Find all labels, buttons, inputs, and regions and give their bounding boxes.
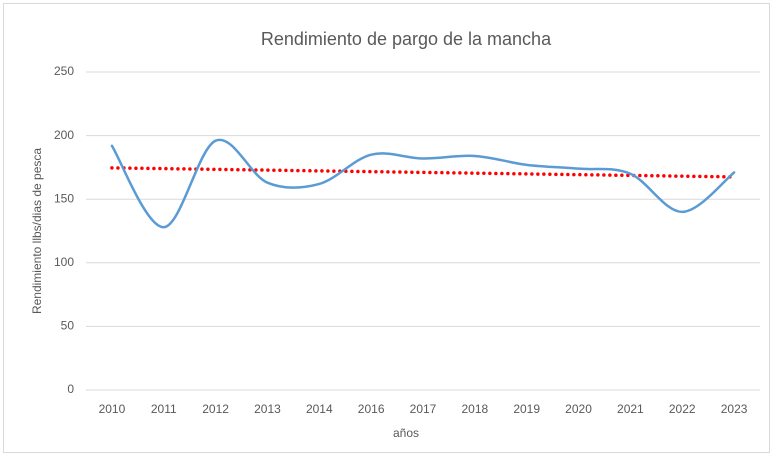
chart-border (3, 3, 770, 453)
trendline (110, 166, 736, 179)
x-tick-label: 2017 (410, 402, 437, 416)
x-tick-label: 2010 (99, 402, 126, 416)
x-tick-label: 2013 (254, 402, 281, 416)
x-tick-label: 2011 (151, 402, 177, 416)
x-tick-label: 2023 (721, 402, 748, 416)
x-axis-label: años (393, 426, 419, 440)
x-tick-label: 2018 (461, 402, 488, 416)
y-tick-label: 200 (54, 128, 74, 142)
x-tick-label: 2012 (202, 402, 229, 416)
chart-title: Rendimiento de pargo de la mancha (261, 29, 552, 49)
x-tick-label: 2022 (669, 402, 696, 416)
x-tick-label: 2016 (358, 402, 385, 416)
y-tick-label: 0 (67, 382, 74, 396)
x-tick-label: 2021 (617, 402, 644, 416)
y-tick-label: 100 (54, 255, 74, 269)
y-tick-label: 50 (61, 319, 75, 333)
y-tick-label: 150 (54, 191, 74, 205)
y-axis-label: Rendimiento llbs/dias de pesca (30, 148, 44, 314)
x-tick-label: 2020 (565, 402, 592, 416)
x-tick-label: 2014 (306, 402, 333, 416)
x-tick-label: 2019 (513, 402, 540, 416)
y-tick-label: 250 (54, 64, 74, 78)
data-line (110, 138, 736, 229)
